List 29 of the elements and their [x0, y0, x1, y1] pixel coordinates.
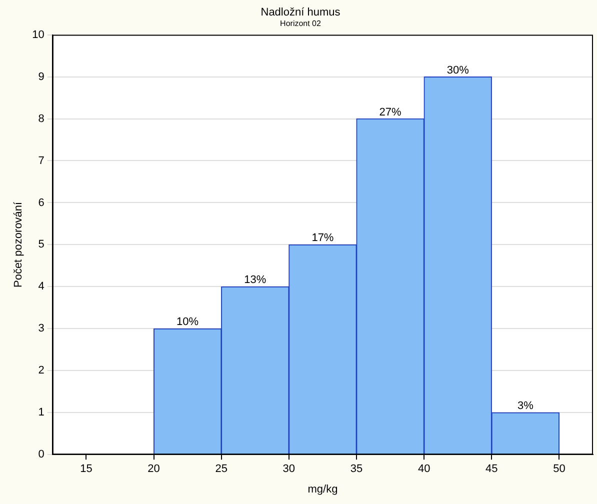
annotation: 27%: [379, 106, 402, 118]
x-tick-label: 20: [148, 463, 160, 476]
y-tick-label: 4: [38, 280, 44, 293]
x-tick-label: 45: [486, 463, 498, 476]
x-tick-label: 35: [350, 463, 363, 476]
annotation: 10%: [176, 316, 199, 328]
annotation: 17%: [312, 232, 334, 244]
annotation: 3%: [517, 400, 534, 412]
y-tick-label: 3: [38, 322, 44, 335]
y-axis-title: Počet pozorování: [12, 200, 25, 288]
x-tick-label: 30: [282, 463, 296, 476]
x-tick-label: 50: [553, 463, 566, 476]
annotation: 30%: [446, 64, 470, 76]
y-tick-label: 1: [38, 406, 44, 419]
y-tick-label: 6: [38, 196, 44, 209]
y-tick-label: 10: [32, 28, 44, 41]
y-tick-label: 9: [38, 70, 44, 83]
annotation: 13%: [244, 274, 266, 286]
x-tick-label: 25: [215, 463, 228, 476]
chart-subtitle: Horizont 02: [280, 19, 322, 28]
y-tick-label: 5: [38, 238, 44, 251]
x-tick-label: 40: [418, 463, 430, 476]
x-axis-title: mg/kg: [308, 483, 338, 496]
chart-title: Nadložní humus: [260, 6, 341, 19]
y-tick-label: 2: [38, 364, 44, 377]
y-tick-label: 8: [38, 112, 44, 125]
y-tick-label: 0: [38, 448, 44, 461]
y-tick-label: 7: [38, 154, 44, 167]
x-tick-label: 15: [80, 463, 92, 476]
